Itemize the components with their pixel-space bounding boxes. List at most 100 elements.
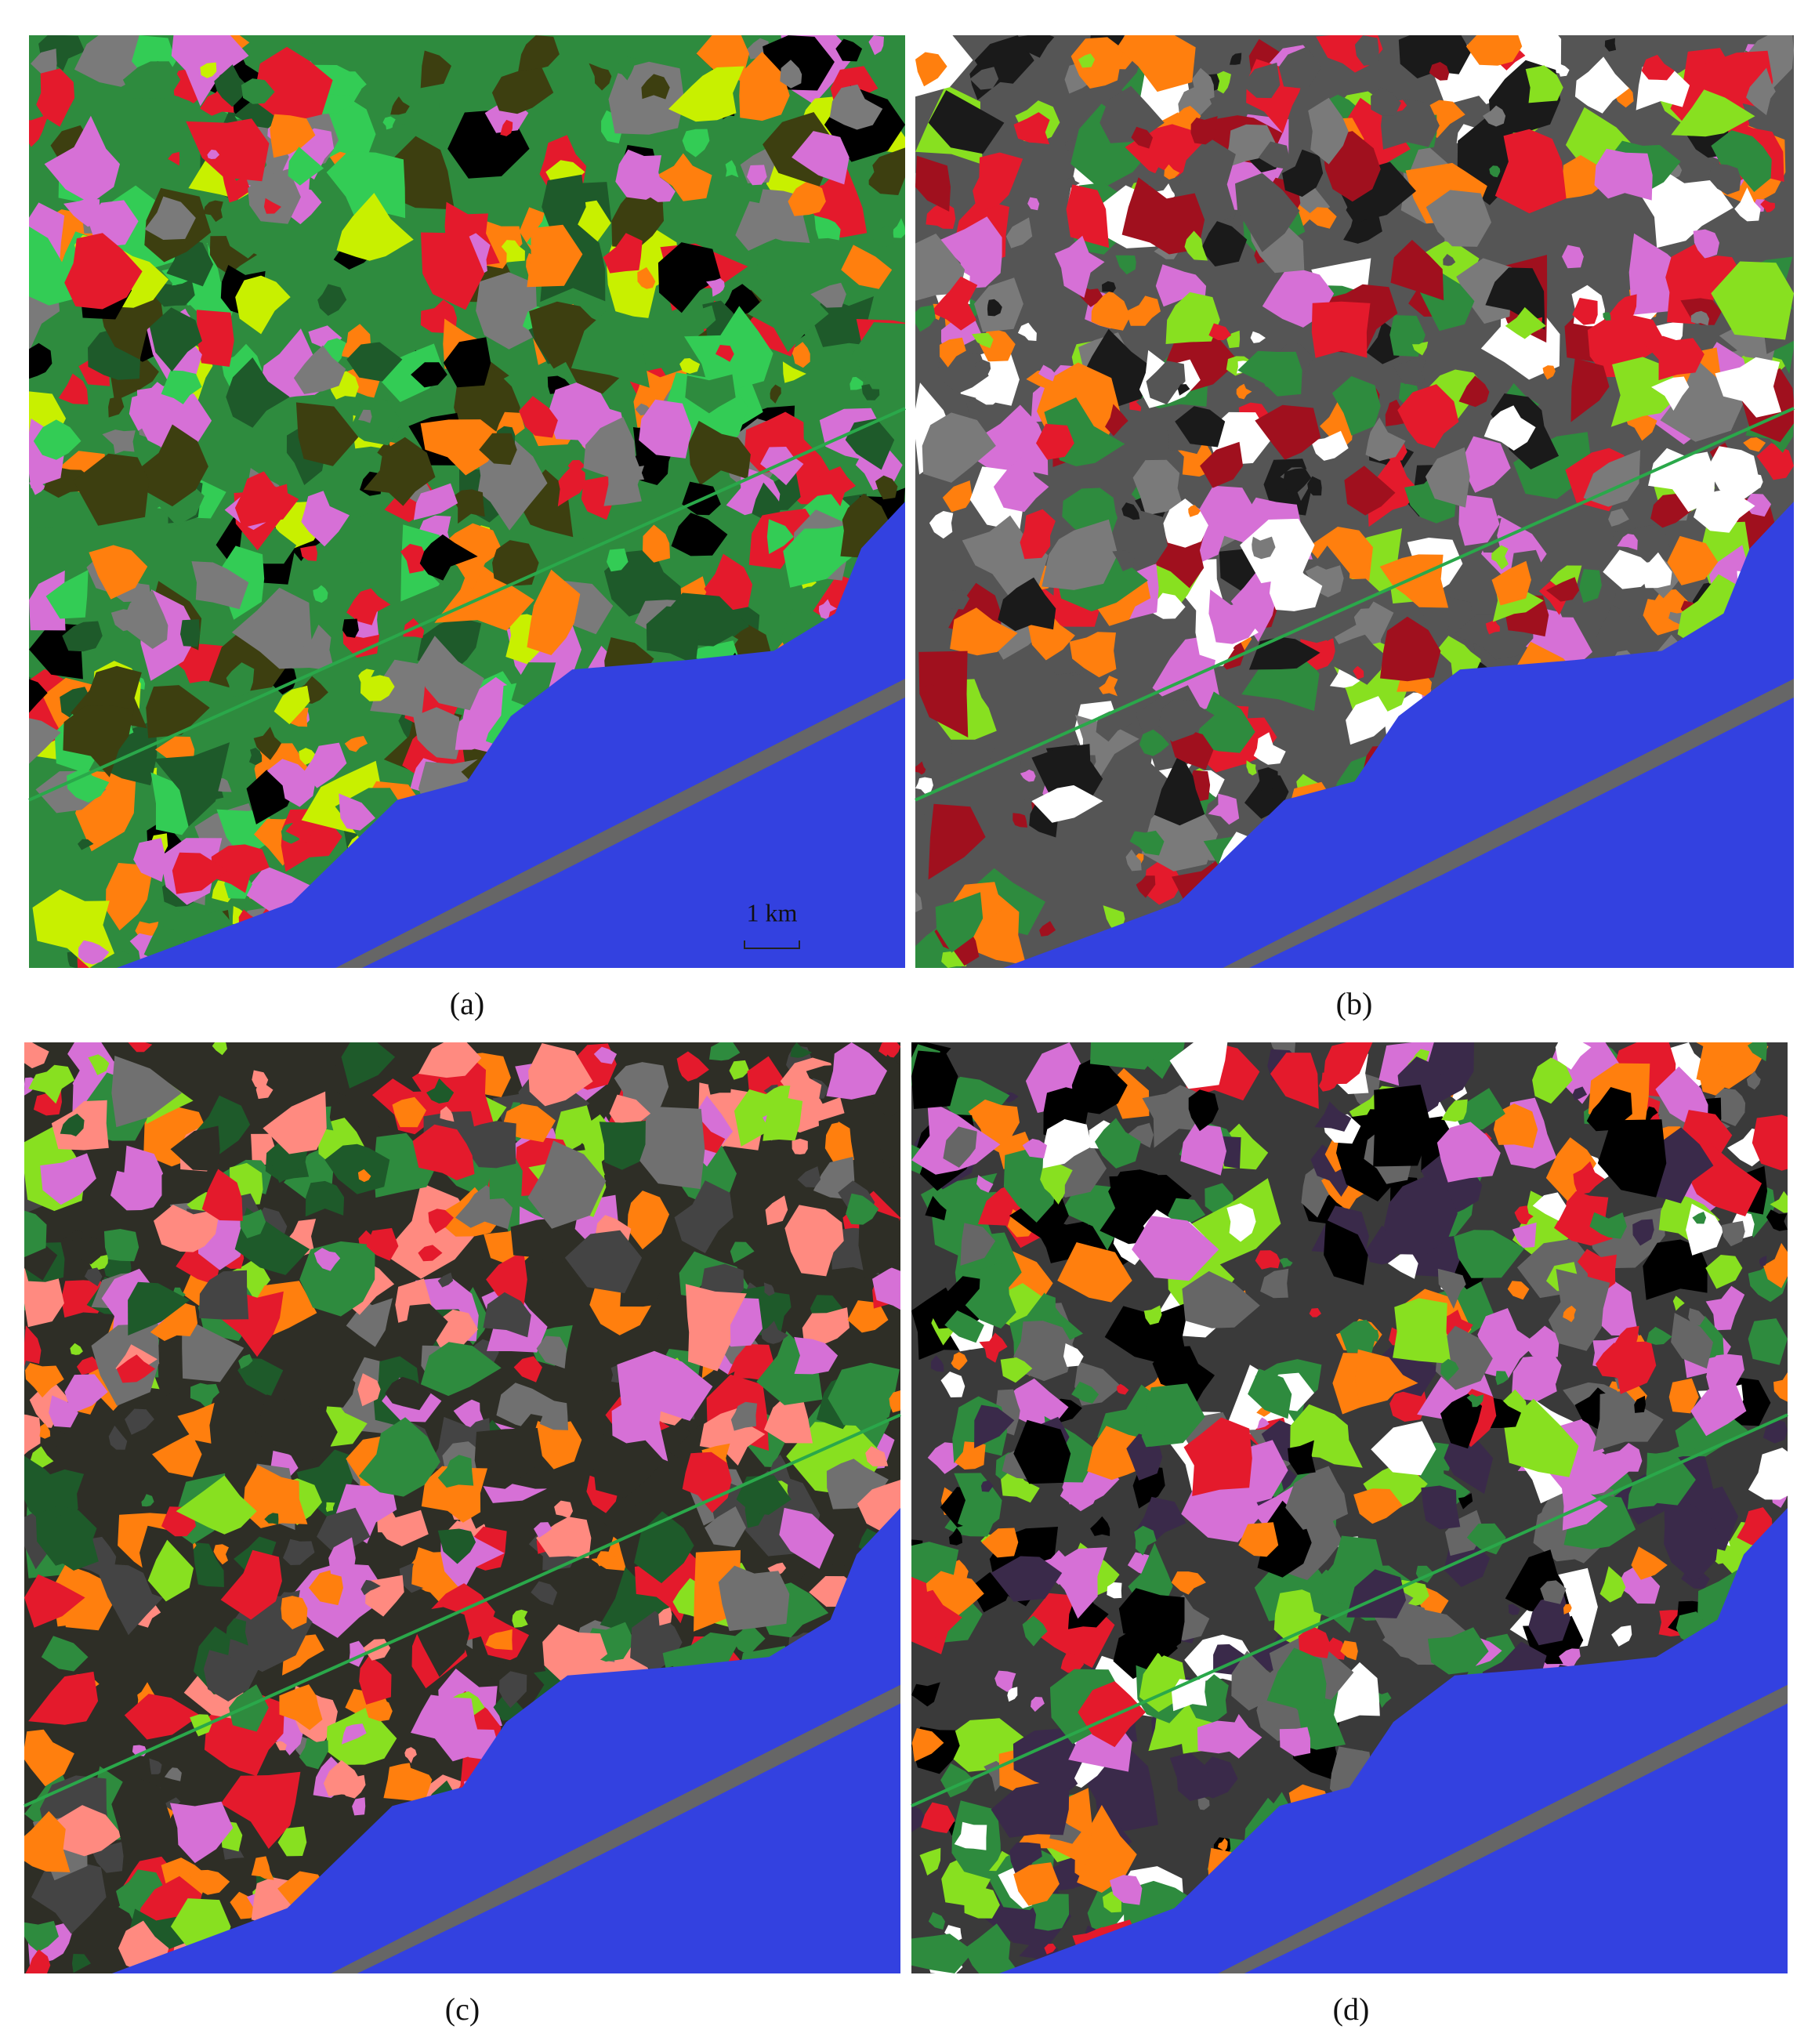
land-patch xyxy=(500,119,513,136)
land-patch xyxy=(944,589,970,610)
land-patch xyxy=(29,342,53,379)
land-patch xyxy=(1052,1547,1107,1619)
land-patch xyxy=(634,1502,650,1518)
land-patch xyxy=(643,524,670,563)
land-patch xyxy=(358,1417,440,1497)
land-patch xyxy=(539,1401,568,1430)
land-patch xyxy=(1540,1580,1567,1604)
land-patch xyxy=(519,396,558,438)
land-patch xyxy=(1589,1212,1627,1239)
land-patch xyxy=(29,718,61,764)
land-patch xyxy=(293,345,346,394)
land-patch xyxy=(1132,459,1183,516)
land-patch xyxy=(1707,446,1761,502)
land-patch xyxy=(1104,1302,1190,1373)
land-patch xyxy=(1307,476,1322,496)
land-patch xyxy=(177,1402,215,1444)
land-patch xyxy=(382,116,396,130)
land-patch xyxy=(168,151,180,166)
land-patch xyxy=(1466,1523,1506,1555)
land-patch xyxy=(263,1091,327,1154)
land-patch xyxy=(1344,466,1396,516)
land-patch xyxy=(1507,1281,1530,1300)
land-patch xyxy=(1020,509,1056,560)
land-patch xyxy=(1285,1466,1348,1530)
land-patch xyxy=(103,1229,139,1262)
land-patch xyxy=(868,1054,900,1118)
land-patch xyxy=(1379,554,1449,608)
land-patch xyxy=(634,1542,706,1624)
land-patch xyxy=(802,1307,850,1350)
land-patch xyxy=(715,345,734,362)
land-patch xyxy=(57,1805,123,1857)
maps: 1 km xyxy=(24,35,1795,1973)
land-patch xyxy=(60,1042,140,1120)
panel-label: (b) xyxy=(1336,986,1373,1021)
land-patch xyxy=(1485,619,1500,635)
land-patch xyxy=(1542,365,1556,380)
land-patch xyxy=(813,295,874,347)
land-patch xyxy=(176,1475,257,1535)
land-patch xyxy=(1131,126,1153,149)
land-patch xyxy=(531,1581,558,1606)
land-patch xyxy=(479,433,517,466)
land-patch xyxy=(872,1267,900,1310)
land-patch xyxy=(770,384,781,404)
land-patch xyxy=(63,1570,115,1631)
land-patch xyxy=(1454,1230,1525,1278)
water xyxy=(998,1508,1788,1973)
land-patch xyxy=(1282,149,1324,198)
land-patch xyxy=(325,1502,335,1513)
land-patch xyxy=(1132,1216,1219,1281)
land-patch xyxy=(614,56,636,81)
land-patch xyxy=(416,636,484,711)
land-patch xyxy=(752,482,782,520)
land-patch xyxy=(1110,1875,1143,1905)
land-patch xyxy=(485,1629,513,1651)
land-patch xyxy=(617,1350,713,1421)
land-patch xyxy=(94,1563,164,1636)
land-patch xyxy=(1525,65,1563,103)
land-patch xyxy=(944,1925,962,1942)
land-patch xyxy=(1398,35,1471,79)
land-patch xyxy=(1546,577,1580,602)
land-patch xyxy=(998,577,1056,632)
land-patch xyxy=(49,1395,78,1428)
land-patch xyxy=(527,1140,607,1229)
land-patch xyxy=(1705,1285,1745,1331)
land-patch xyxy=(784,1205,844,1277)
land-patch xyxy=(658,1607,672,1626)
land-patch xyxy=(987,299,1002,317)
land-patch xyxy=(1587,314,1667,378)
land-patch xyxy=(28,1064,75,1104)
land-patch xyxy=(231,587,315,669)
land-patch xyxy=(676,1051,709,1082)
land-patch xyxy=(1323,1042,1373,1085)
land-patch xyxy=(1458,1493,1473,1509)
land-patch xyxy=(1099,676,1118,697)
land-patch xyxy=(71,1237,100,1265)
land-patch xyxy=(596,1551,617,1567)
land-patch xyxy=(437,1528,476,1564)
land-patch xyxy=(1545,1137,1596,1201)
land-patch xyxy=(1288,1440,1316,1475)
land-patch xyxy=(226,357,290,428)
land-patch xyxy=(1748,1448,1788,1500)
land-patch xyxy=(1444,1437,1494,1495)
land-patch xyxy=(1054,235,1105,298)
land-patch xyxy=(1238,1522,1279,1557)
land-patch xyxy=(305,1180,345,1217)
land-patch xyxy=(679,358,701,374)
land-patch xyxy=(1746,67,1776,115)
land-patch xyxy=(1201,221,1248,266)
land-patch xyxy=(1248,636,1320,670)
land-patch xyxy=(852,322,905,390)
land-patch xyxy=(241,78,275,104)
land-patch xyxy=(911,1589,962,1640)
land-patch xyxy=(583,417,645,482)
land-patch xyxy=(297,625,333,669)
land-patch xyxy=(846,159,875,180)
land-patch xyxy=(1260,1268,1289,1299)
land-patch xyxy=(1100,85,1165,143)
land-patch xyxy=(581,476,614,520)
